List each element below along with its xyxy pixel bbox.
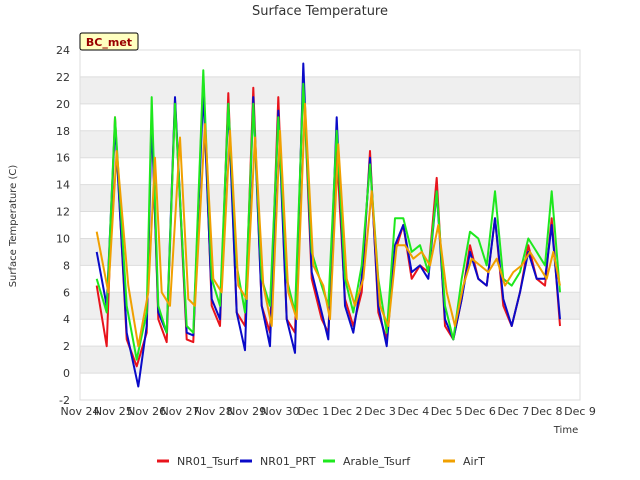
y-tick-label: 8 [63,259,70,272]
y-tick-label: 22 [56,71,70,84]
y-tick-label: 10 [56,232,70,245]
y-tick-label: 14 [56,179,70,192]
y-tick-label: 24 [56,44,70,57]
x-tick-label: Dec 1 [297,405,329,418]
x-tick-label: Nov 25 [94,405,133,418]
y-axis-label: Surface Temperature (C) [8,165,19,288]
legend-label: AirT [463,455,485,468]
x-axis-label: Time [553,425,578,436]
y-tick-label: 18 [56,125,70,138]
legend-label: NR01_PRT [260,455,316,468]
y-tick-label: 0 [63,367,70,380]
series-lines [95,62,561,388]
grid-band [80,76,580,104]
x-tick-label: Dec 2 [331,405,363,418]
x-tick-label: Nov 24 [61,405,100,418]
x-tick-label: Dec 3 [364,405,396,418]
series-line-Arable_Tsurf [95,69,561,361]
x-tick-label: Dec 5 [431,405,463,418]
grid-band [80,130,580,158]
x-tick-label: Nov 26 [127,405,166,418]
legend-label: NR01_Tsurf [177,455,239,468]
x-tick-label: Dec 9 [564,405,596,418]
y-tick-label: 2 [63,340,70,353]
y-tick-label: 20 [56,98,70,111]
y-tick-label: 6 [63,286,70,299]
x-tick-label: Nov 30 [261,405,300,418]
chart-title: Surface Temperature [252,4,388,19]
x-tick-label: Nov 28 [194,405,233,418]
x-tick-label: Dec 4 [397,405,429,418]
badge-label: BC_met [86,36,132,49]
legend-label: Arable_Tsurf [343,455,411,468]
grid-band [80,346,580,374]
y-tick-label: 4 [63,313,70,326]
y-tick-label: -2 [59,394,70,407]
badge-box [79,32,139,51]
x-tick-label: Dec 8 [531,405,563,418]
y-tick-label: 12 [56,206,70,219]
x-tick-label: Nov 27 [161,405,200,418]
x-tick-label: Dec 6 [464,405,496,418]
legend: NR01_Tsurf NR01_PRT Arable_Tsurf AirT [157,455,485,468]
plot-frame [79,49,581,401]
x-tick-label: Dec 7 [497,405,529,418]
series-line-AirT [95,102,561,348]
x-tick-label: Nov 29 [227,405,266,418]
y-tick-label: 16 [56,152,70,165]
dataset-badge: BC_met [79,32,139,51]
